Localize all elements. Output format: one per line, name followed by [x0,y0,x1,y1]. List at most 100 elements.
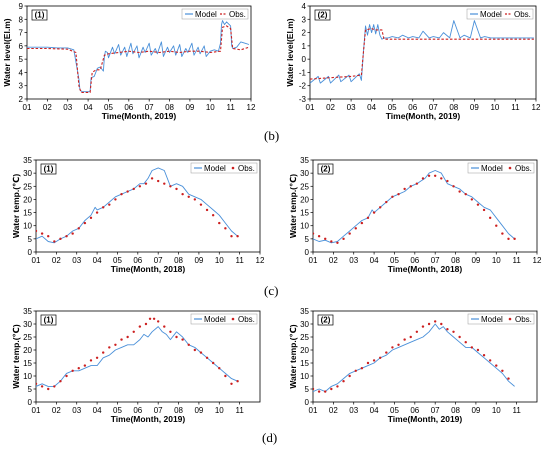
x-tick-label: 04 [367,103,376,112]
panel-id-box [40,163,57,175]
obs-point [175,335,178,339]
obs-point [211,214,215,217]
y-tick-label: 3 [302,15,307,24]
y-tick-label: 15 [300,209,309,218]
y-tick-label: 0 [305,248,310,257]
obs-point [144,182,148,185]
obs-point [89,359,93,362]
panel-id: (1) [40,314,57,326]
obs-point [482,354,486,357]
legend-box [190,313,258,325]
plot-area [27,20,250,93]
x-tick-label: 08 [451,256,460,265]
series-model-line [313,323,515,393]
x-tick-label: 06 [133,256,142,265]
obs-point [148,317,152,320]
obs-point [236,380,239,383]
obs-point [476,348,480,352]
obs-point [152,317,156,320]
obs-point [501,232,504,235]
y-tick-label: 35 [23,307,32,316]
obs-point [169,330,172,333]
obs-point [40,232,44,235]
y-tick-label: 2 [19,95,24,104]
obs-point [452,330,455,333]
obs-point [40,385,44,388]
y-tick-label: 30 [300,169,309,178]
panel-id-label: (2) [318,11,328,20]
y-tick-label: 1 [302,42,307,51]
x-tick-label: 04 [93,406,102,415]
x-tick-label: 02 [52,406,61,415]
y-tick-label: 9 [19,2,24,11]
obs-point [199,351,203,354]
x-tick-label: 08 [449,103,458,112]
obs-point [348,232,351,235]
x-tick-label: 12 [533,256,542,265]
obs-point [476,203,480,206]
y-tick-label: 20 [23,346,32,355]
obs-point [230,235,233,238]
legend-obs-swatch [508,317,512,321]
legend: Model Obs. [467,162,535,174]
y-tick-label: 25 [300,182,309,191]
y-tick-label: 8 [19,15,24,24]
plot-area [313,320,515,393]
legend-obs-label: Obs. [514,10,531,19]
obs-point [114,198,117,201]
series-obs-points [313,174,516,244]
y-tick-label: 0 [302,55,307,64]
panel-id-label: (2) [321,165,331,174]
obs-point [452,185,455,188]
y-tick-label: -2 [299,82,307,91]
y-tick-label: 35 [300,156,309,165]
obs-point [163,325,166,328]
obs-point [169,185,172,188]
x-tick-label: 11 [512,406,521,415]
legend-box [190,162,258,174]
obs-point [372,211,376,214]
x-tick-label: 11 [235,256,244,265]
x-tick-label: 05 [390,406,399,415]
x-tick-label: 09 [470,103,479,112]
x-tick-label: 07 [154,256,163,265]
obs-point [36,229,38,233]
plot-frame [35,310,261,403]
obs-point [83,364,87,367]
obs-point [348,374,351,378]
legend: Model Obs. [181,8,249,20]
legend-obs-swatch [508,166,512,170]
obs-point [187,195,190,198]
obs-point [65,235,68,238]
obs-point [120,338,123,341]
legend-obs-label: Obs. [238,315,255,324]
obs-point [144,322,148,326]
obs-point [205,208,209,212]
obs-point [236,235,239,238]
legend-obs-swatch [231,166,235,170]
y-tick-label: 10 [23,222,32,231]
y-tick-label: 0 [28,248,33,257]
y-tick-label: 35 [23,156,32,165]
obs-point [205,356,209,359]
plot-area [313,170,516,244]
panel-id-label: (1) [35,11,45,20]
legend: Model Obs. [190,162,258,174]
obs-point [433,320,437,323]
obs-point [458,190,461,193]
legend-box [181,8,249,20]
x-tick-label: 08 [174,406,183,415]
x-tick-label: 02 [329,256,338,265]
legend-box [467,313,535,325]
obs-point [313,387,315,391]
obs-point [421,325,425,328]
y-tick-label: -3 [299,95,307,104]
obs-point [224,374,227,378]
plot-area [310,20,534,84]
x-tick-label: 07 [154,406,163,415]
x-tick-label: 01 [32,406,41,415]
obs-point [313,232,315,235]
panel-id-box [40,314,57,326]
